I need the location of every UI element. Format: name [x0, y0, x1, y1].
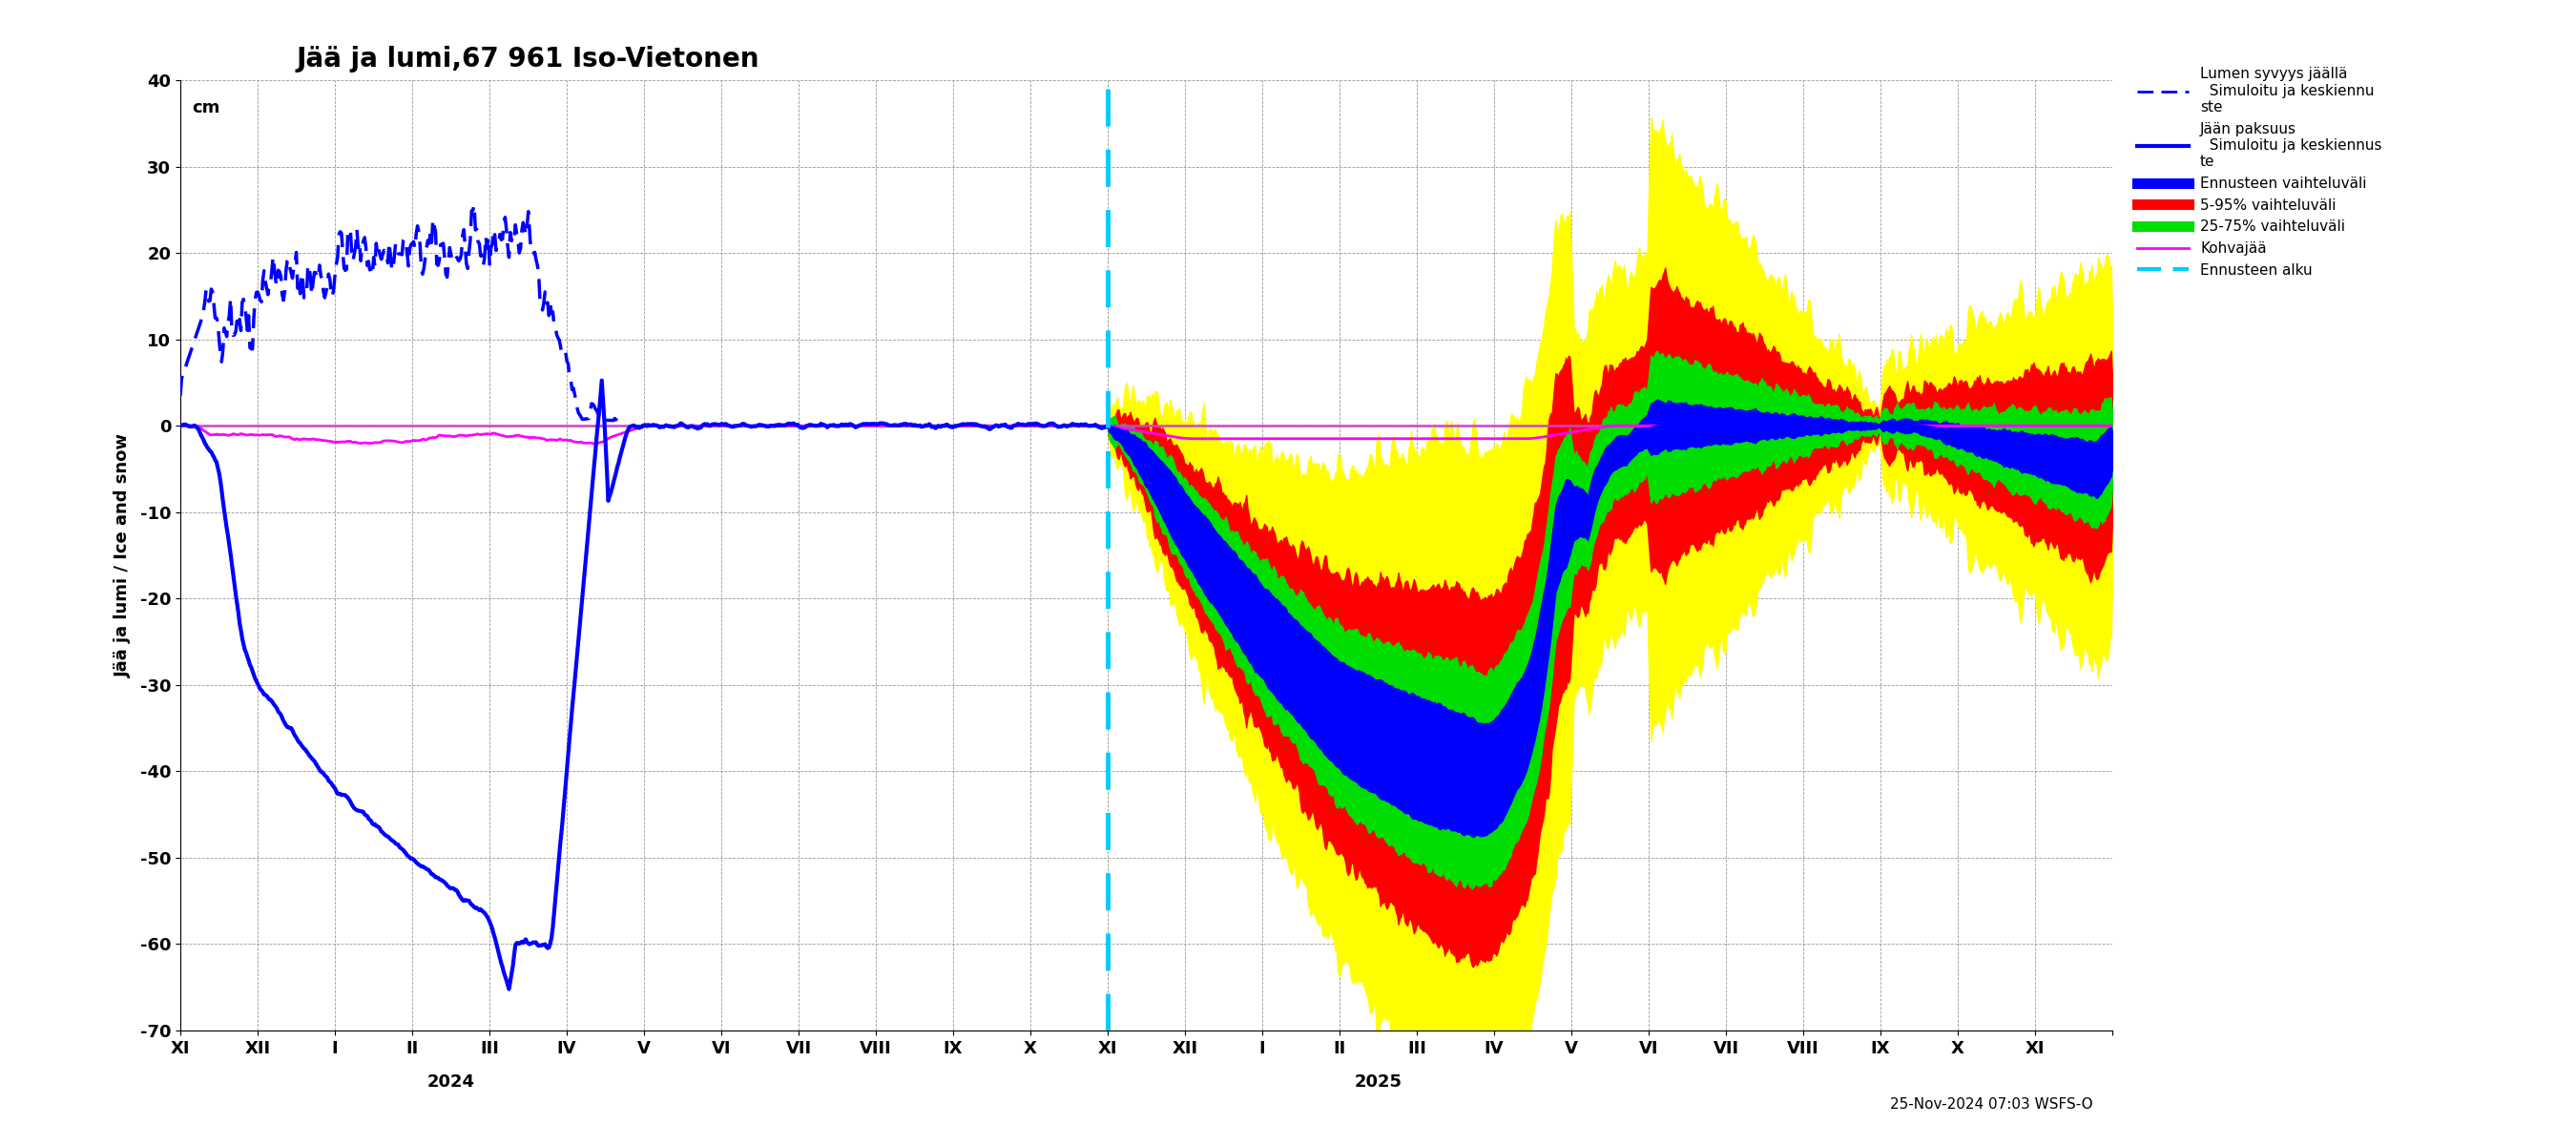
Text: Jää ja lumi / Ice and snow: Jää ja lumi / Ice and snow [116, 433, 131, 678]
Legend: Lumen syvyys jäällä
  Simuloitu ja keskiennu
ste, Jään paksuus
  Simuloitu ja ke: Lumen syvyys jäällä Simuloitu ja keskien… [2133, 61, 2388, 283]
Text: 2024: 2024 [428, 1074, 474, 1091]
Text: cm: cm [193, 100, 219, 117]
Text: Jää ja lumi,67 961 Iso-Vietonen: Jää ja lumi,67 961 Iso-Vietonen [296, 46, 760, 72]
Text: 2025: 2025 [1355, 1074, 1401, 1091]
Text: 25-Nov-2024 07:03 WSFS-O: 25-Nov-2024 07:03 WSFS-O [1891, 1097, 2092, 1112]
